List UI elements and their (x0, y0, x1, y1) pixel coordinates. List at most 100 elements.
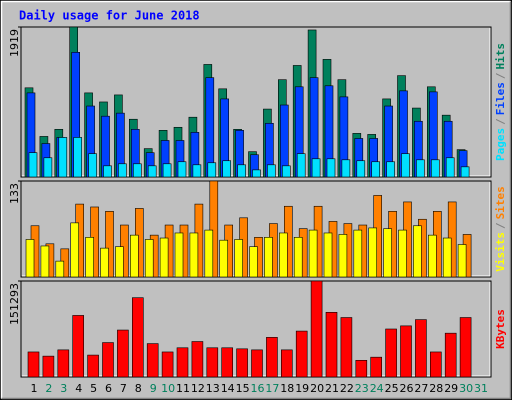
legend-entry: Pages (494, 128, 507, 161)
bar (162, 163, 172, 178)
x-tick-label: 12 (191, 382, 205, 395)
bar (219, 239, 228, 278)
legend-entry: KBytes (494, 309, 507, 349)
x-tick-label: 5 (90, 382, 97, 395)
bar (85, 237, 94, 278)
bar (266, 337, 278, 378)
x-tick-label: 29 (444, 382, 458, 395)
bar (133, 163, 142, 178)
x-tick-label: 8 (135, 382, 142, 395)
chart-title: Daily usage for June 2018 (19, 9, 200, 23)
bar (144, 239, 154, 278)
bar (371, 161, 381, 178)
bar (249, 246, 258, 278)
bar (100, 247, 109, 278)
x-tick-label: 3 (60, 382, 67, 395)
bar (115, 246, 124, 278)
x-tick-label: 22 (340, 382, 354, 395)
y-tick-label: 1919 (8, 29, 21, 57)
x-tick-label: 31 (474, 382, 488, 395)
bar (42, 355, 55, 378)
bar (251, 349, 263, 378)
bar (43, 157, 53, 178)
x-tick-label: 4 (75, 382, 82, 395)
bar (70, 222, 79, 278)
bar (444, 332, 457, 378)
bar (400, 325, 412, 378)
bar (413, 225, 422, 278)
bar (310, 280, 323, 378)
x-tick-label: 13 (206, 382, 220, 395)
x-tick-label: 2 (45, 382, 52, 395)
bar (383, 228, 392, 278)
x-tick-label: 7 (120, 382, 127, 395)
bar (416, 159, 425, 178)
legend-separator: / (494, 222, 507, 229)
x-tick-label: 23 (355, 382, 369, 395)
bar (442, 237, 452, 278)
bar (102, 342, 114, 378)
x-tick-label: 11 (176, 382, 190, 395)
bar (191, 341, 204, 378)
x-tick-label: 27 (414, 382, 428, 395)
bar (222, 160, 231, 178)
bar (204, 229, 214, 278)
y-tick-label: 151293 (8, 283, 21, 325)
bar (25, 239, 35, 278)
bar (338, 234, 348, 278)
bar (234, 239, 243, 278)
bar (280, 349, 293, 378)
bar (325, 312, 338, 378)
bar (293, 237, 303, 278)
x-tick-label: 16 (251, 382, 265, 395)
x-tick-label: 30 (459, 382, 473, 395)
bar (189, 232, 199, 278)
bar (105, 211, 114, 278)
bar (206, 347, 219, 378)
bar (209, 180, 219, 278)
x-tick-label: 19 (295, 382, 309, 395)
bar (353, 229, 363, 278)
x-tick-label: 10 (161, 382, 175, 395)
bar (427, 234, 437, 278)
bar (430, 159, 440, 178)
bar (192, 164, 202, 178)
legend: KBytes (494, 309, 507, 349)
bar (386, 161, 395, 178)
bar (401, 153, 410, 178)
bar (326, 158, 336, 178)
bar (55, 260, 65, 278)
bar (356, 160, 366, 178)
x-tick-label: 1 (31, 382, 38, 395)
legend-entry: Files (494, 82, 507, 115)
legend-entry: Hits (494, 43, 507, 70)
legend-entry: Sites (494, 186, 507, 219)
x-tick-label: 26 (400, 382, 414, 395)
x-tick-label: 25 (385, 382, 399, 395)
bar (159, 237, 169, 278)
bar (340, 317, 353, 378)
bar (40, 245, 50, 278)
x-tick-label: 18 (280, 382, 294, 395)
x-tick-label: 15 (236, 382, 250, 395)
x-tick-label: 6 (105, 382, 112, 395)
bar (281, 165, 291, 178)
legend-separator: / (494, 118, 507, 125)
bar (370, 356, 383, 378)
bar (236, 348, 248, 378)
bar (176, 347, 189, 378)
bar (457, 244, 467, 278)
bar (58, 137, 68, 178)
bar (460, 166, 470, 178)
x-tick-label: 9 (150, 382, 157, 395)
bar (385, 328, 397, 378)
bar (308, 229, 318, 278)
y-tick-label: 133 (8, 183, 21, 204)
bar (415, 319, 427, 378)
bar (459, 317, 472, 378)
bar (341, 159, 351, 178)
